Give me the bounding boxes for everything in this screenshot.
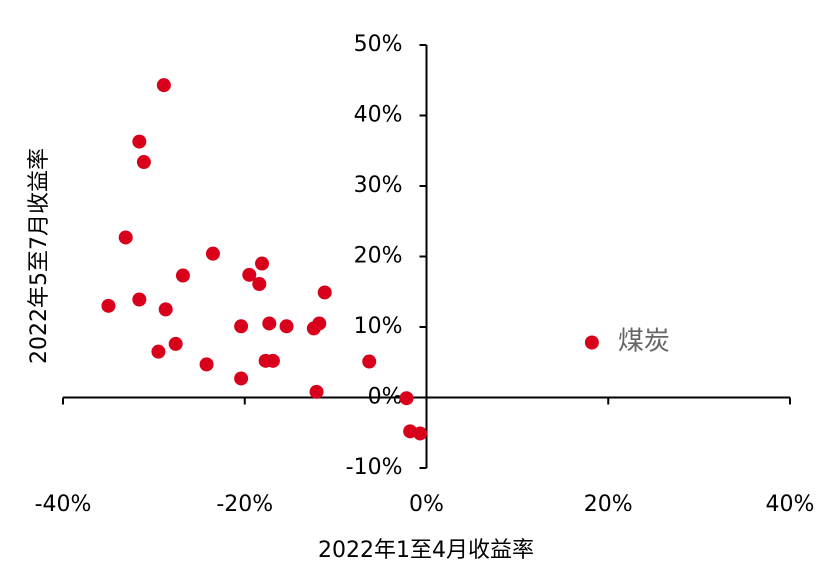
point: [168, 336, 183, 351]
y-tick-label: 30%: [354, 173, 403, 198]
x-tick-label: -20%: [216, 492, 273, 517]
point: [252, 276, 267, 291]
point: [156, 78, 171, 93]
point: [262, 316, 277, 331]
point: [199, 357, 214, 372]
point: [136, 155, 151, 170]
point: [399, 391, 414, 406]
x-tick-label: 20%: [584, 492, 633, 517]
point: [234, 371, 249, 386]
point: [158, 302, 173, 317]
point: [413, 426, 428, 441]
point: [242, 267, 257, 282]
y-axis-label: 2022年5至7月收益率: [27, 148, 52, 364]
point: [584, 335, 599, 350]
point: [234, 319, 249, 334]
x-tick-label: -40%: [35, 492, 92, 517]
point: [175, 268, 190, 283]
x-tick-label: 40%: [766, 492, 815, 517]
x-tick-label: 0%: [409, 492, 444, 517]
point: [265, 353, 280, 368]
y-tick-label: 40%: [354, 103, 403, 128]
point: [255, 256, 270, 271]
y-tick-label: 50%: [354, 32, 403, 57]
y-tick-label: 10%: [354, 314, 403, 339]
point: [362, 354, 377, 369]
point: [101, 298, 116, 313]
point: [151, 344, 166, 359]
point: [309, 384, 324, 399]
point: [118, 230, 133, 245]
y-tick-label: -10%: [346, 455, 403, 480]
x-axis-label: 2022年1至4月收益率: [318, 538, 534, 563]
point: [306, 321, 321, 336]
point: [132, 134, 147, 149]
point: [132, 292, 147, 307]
point: [317, 285, 332, 300]
point: [205, 246, 220, 261]
y-tick-label: 20%: [354, 244, 403, 269]
point: [279, 319, 294, 334]
point-label: 煤炭: [618, 327, 670, 357]
y-tick-label: 0%: [368, 385, 403, 410]
